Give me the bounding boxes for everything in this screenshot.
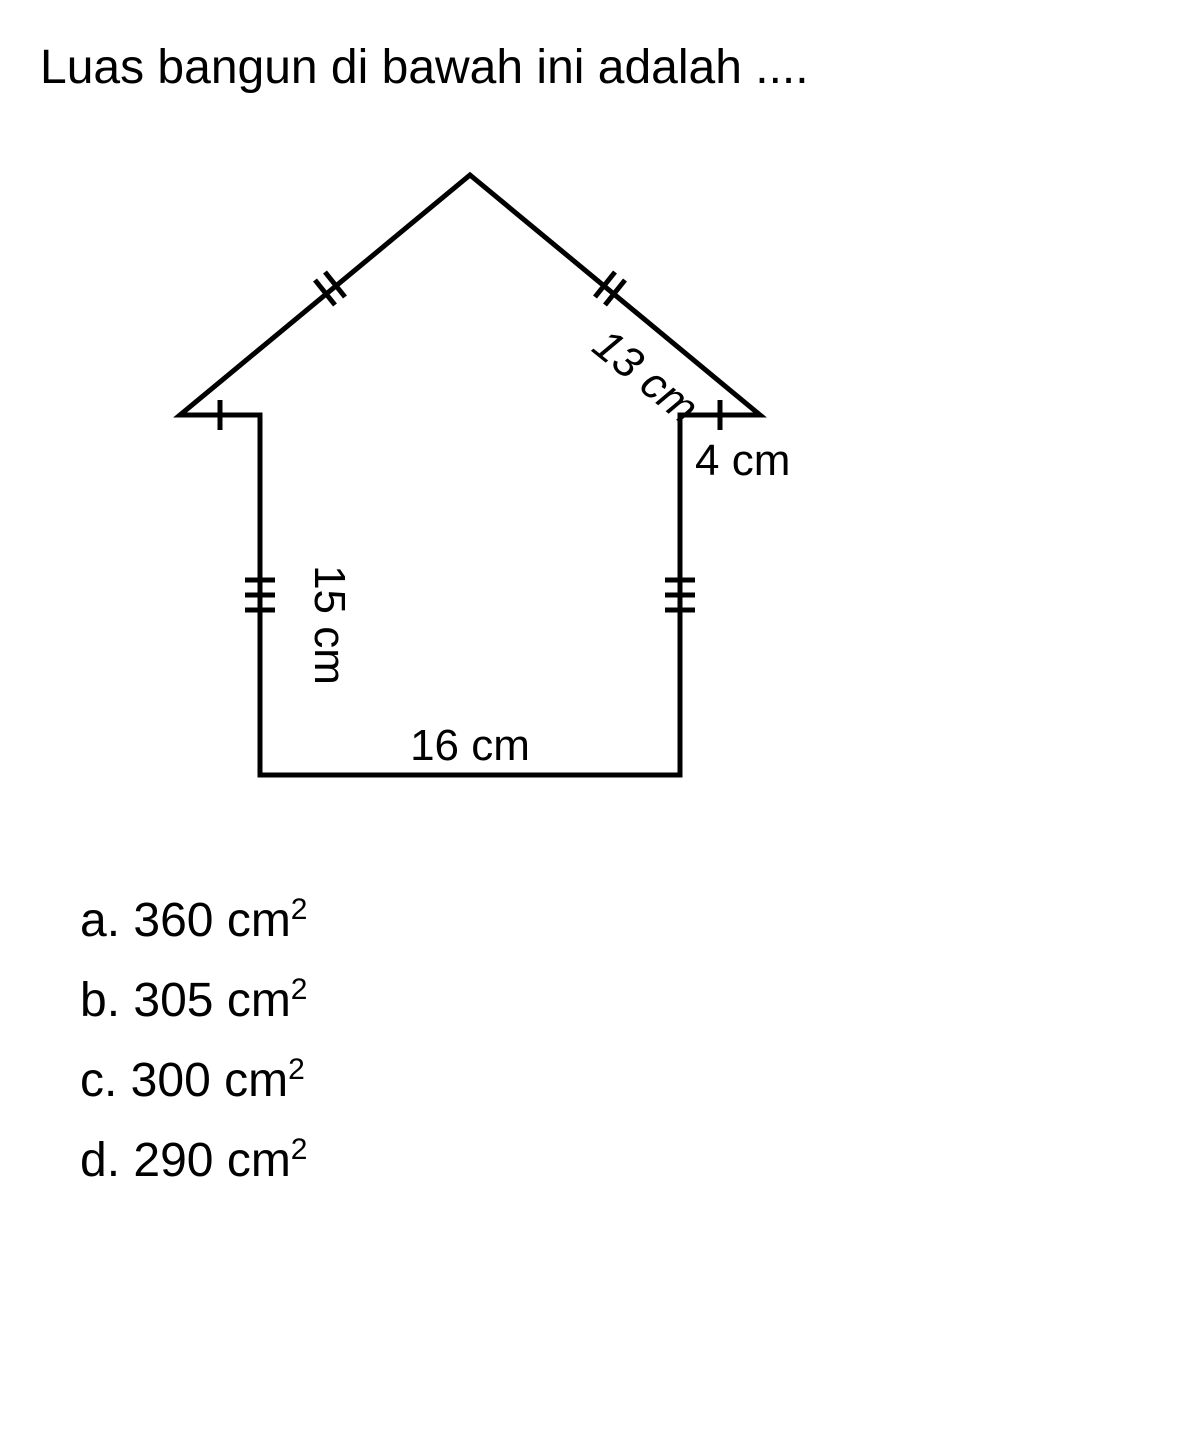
shape-outline (180, 175, 760, 775)
label-left-side: 15 cm (305, 565, 354, 685)
geometry-diagram: 13 cm 4 cm 15 cm 16 cm (120, 155, 820, 835)
answer-options: a. 360 cm2 b. 305 cm2 c. 300 cm2 d. 290 … (80, 885, 1139, 1197)
option-c: c. 300 cm2 (80, 1045, 1139, 1117)
label-overhang: 4 cm (695, 436, 790, 485)
label-bottom: 16 cm (410, 721, 530, 770)
question-text: Luas bangun di bawah ini adalah .... (40, 40, 1139, 95)
option-b: b. 305 cm2 (80, 965, 1139, 1037)
label-hypotenuse: 13 cm (584, 320, 708, 433)
option-d: d. 290 cm2 (80, 1125, 1139, 1197)
shape-svg: 13 cm 4 cm 15 cm 16 cm (120, 155, 820, 835)
option-a: a. 360 cm2 (80, 885, 1139, 957)
